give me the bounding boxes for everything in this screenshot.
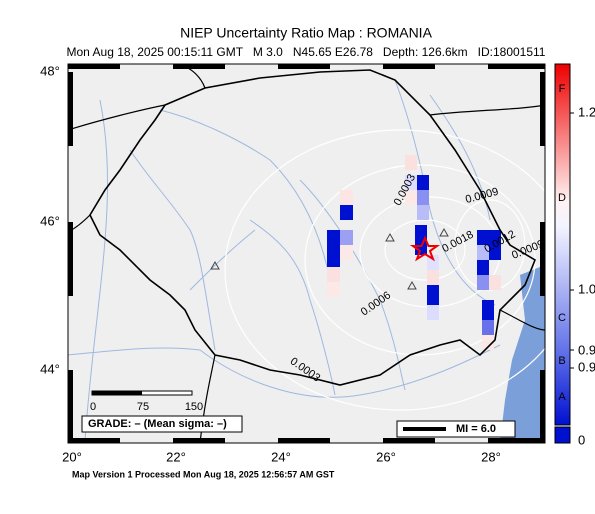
- colorbar-min: [554, 426, 571, 444]
- grade-letter: B: [558, 355, 565, 367]
- grade-letter: C: [558, 312, 566, 324]
- footer: Map Version 1 Processed Mon Aug 18, 2025…: [72, 469, 335, 479]
- lon-label: 26°: [376, 449, 396, 464]
- lon-label: 28°: [481, 449, 501, 464]
- colorbar-tick: 0.9: [578, 359, 595, 374]
- lon-label: 24°: [271, 449, 291, 464]
- neighbor-borders: [68, 64, 545, 443]
- epicenter: [409, 235, 441, 262]
- grade-letter: D: [558, 192, 566, 204]
- land: [68, 64, 545, 443]
- colorbar-tick: 0: [578, 432, 585, 447]
- grade-box: [81, 415, 243, 433]
- colorbar: F D C B A 1.2 1.0 0.9 0.9 0: [554, 63, 595, 447]
- stations: [210, 227, 449, 290]
- colorbar-gradient: [554, 63, 571, 426]
- grade-letter: F: [559, 83, 566, 95]
- scale-bar: 0 75 150: [90, 390, 203, 413]
- lat-label: 44°: [40, 361, 60, 376]
- lat-label: 48°: [40, 63, 60, 78]
- colorbar-tick: 1.0: [578, 281, 595, 296]
- subtitle: Mon Aug 18, 2025 00:15:11 GMT M 3.0 N45.…: [67, 45, 546, 59]
- romania-border: [89, 69, 536, 386]
- colorbar-tick: 0.9: [578, 342, 595, 357]
- lon-label: 20°: [62, 449, 82, 464]
- colorbar-tick: 1.2: [578, 104, 595, 119]
- scale-label: 75: [137, 401, 149, 413]
- mi-label: MI = 6.0: [456, 423, 496, 435]
- lon-label: 22°: [166, 449, 186, 464]
- grade: GRADE: – (Mean sigma: –): [88, 418, 227, 430]
- map: 0.0003 0.0009 0.0018 0.0012 0.0009 0.000…: [68, 64, 545, 443]
- lat-label: 46°: [40, 213, 60, 228]
- grid-cells: [327, 155, 501, 350]
- grade-letter: A: [558, 391, 566, 403]
- frame-ticks: [68, 64, 545, 443]
- scale-label: 0: [90, 401, 96, 413]
- mi-line: [403, 427, 446, 431]
- scale-label: 150: [185, 401, 203, 413]
- title: NIEP Uncertainty Ratio Map : ROMANIA: [180, 25, 432, 41]
- black-sea: [500, 265, 545, 443]
- legend-box: [396, 420, 516, 438]
